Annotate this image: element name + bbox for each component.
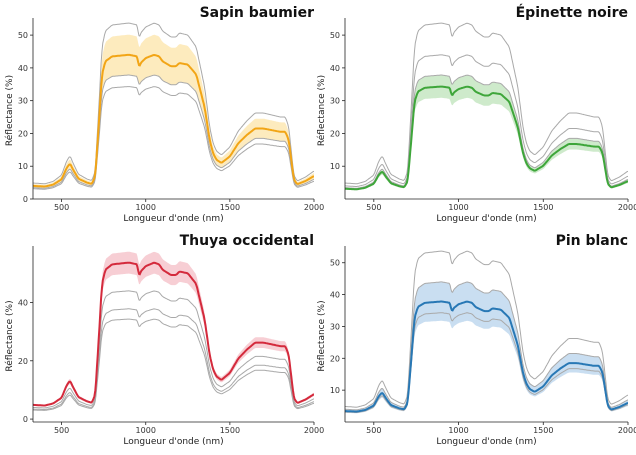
- y-tick-label: 10: [18, 162, 28, 171]
- x-tick-label: 2000: [304, 203, 324, 212]
- series-line: [33, 53, 314, 188]
- reference-line: [345, 312, 628, 413]
- y-tick-label: 40: [330, 64, 340, 73]
- panel-title: Sapin baumier: [200, 5, 315, 21]
- x-tick-label: 1500: [533, 203, 553, 212]
- panel-3: 500 1000 1500 2000 0 20 40 Longueur d'onde (nm)…: [4, 233, 324, 447]
- reference-line: [345, 281, 628, 411]
- x-tick-label: 1000: [136, 203, 156, 212]
- x-tick-label: 500: [54, 203, 69, 212]
- y-tick-label: 30: [330, 97, 340, 106]
- panel-title: Épinette noire: [516, 4, 628, 21]
- x-tick-label: 1500: [220, 426, 240, 435]
- x-tick-label: 1500: [533, 426, 553, 435]
- x-tick-label: 500: [366, 203, 381, 212]
- reference-line: [33, 308, 314, 410]
- confidence-band: [33, 251, 314, 407]
- x-axis-label: Longueur d'onde (nm): [123, 437, 223, 447]
- x-axis-label: Longueur d'onde (nm): [436, 437, 536, 447]
- x-tick-label: 500: [54, 426, 69, 435]
- confidence-band: [345, 75, 628, 191]
- y-tick-label: 0: [23, 195, 28, 204]
- y-axis-label: Réflectance (%): [4, 300, 15, 371]
- panel-title: Pin blanc: [556, 233, 628, 249]
- x-tick-label: 2000: [618, 426, 636, 435]
- y-tick-label: 40: [330, 291, 340, 300]
- y-axis-label: Réflectance (%): [4, 75, 15, 146]
- x-axis-label: Longueur d'onde (nm): [123, 214, 223, 224]
- x-tick-label: 1500: [220, 203, 240, 212]
- y-tick-label: 30: [330, 322, 340, 331]
- x-tick-label: 2000: [304, 426, 324, 435]
- x-tick-label: 1000: [136, 426, 156, 435]
- y-tick-label: 0: [23, 415, 28, 424]
- y-tick-label: 20: [330, 129, 340, 138]
- reference-line: [345, 54, 628, 187]
- confidence-band: [345, 282, 628, 414]
- panel-1: 500 1000 1500 2000 0 10 20 30 40 50 Longueur d'ond…: [4, 5, 324, 224]
- reference-line: [345, 74, 628, 189]
- y-tick-label: 10: [330, 386, 340, 395]
- y-tick-label: 50: [330, 31, 340, 40]
- y-tick-label: 50: [18, 31, 28, 40]
- reference-line: [33, 22, 314, 185]
- x-axis-label: Longueur d'onde (nm): [436, 214, 536, 224]
- panel-title: Thuya occidental: [180, 233, 314, 249]
- y-tick-label: 20: [330, 354, 340, 363]
- series-line: [33, 261, 314, 407]
- reference-line: [345, 250, 628, 408]
- y-axis-label: Réflectance (%): [316, 75, 327, 146]
- y-tick-label: 10: [330, 162, 340, 171]
- x-tick-label: 1000: [448, 426, 468, 435]
- y-tick-label: 40: [18, 64, 28, 73]
- y-tick-label: 40: [18, 298, 28, 307]
- series-line: [345, 300, 628, 413]
- series-line: [345, 85, 628, 191]
- x-tick-label: 500: [366, 426, 381, 435]
- reference-line: [33, 290, 314, 409]
- reference-line: [33, 86, 314, 190]
- x-tick-label: 1000: [448, 203, 468, 212]
- reference-line: [345, 22, 628, 185]
- confidence-band: [33, 34, 314, 189]
- panel-4: 500 1000 1500 2000 10 20 30 40 50 Longueur d'onde…: [316, 233, 636, 447]
- y-tick-label: 20: [18, 357, 28, 366]
- y-axis-label: Réflectance (%): [316, 300, 327, 371]
- x-tick-label: 2000: [618, 203, 636, 212]
- y-tick-label: 20: [18, 129, 28, 138]
- reference-line: [33, 318, 314, 411]
- y-tick-label: 50: [330, 259, 340, 268]
- reference-line: [33, 74, 314, 189]
- panel-2: 500 1000 1500 2000 10 20 30 40 50 Longueur d'onde…: [316, 4, 636, 224]
- y-tick-label: 30: [18, 97, 28, 106]
